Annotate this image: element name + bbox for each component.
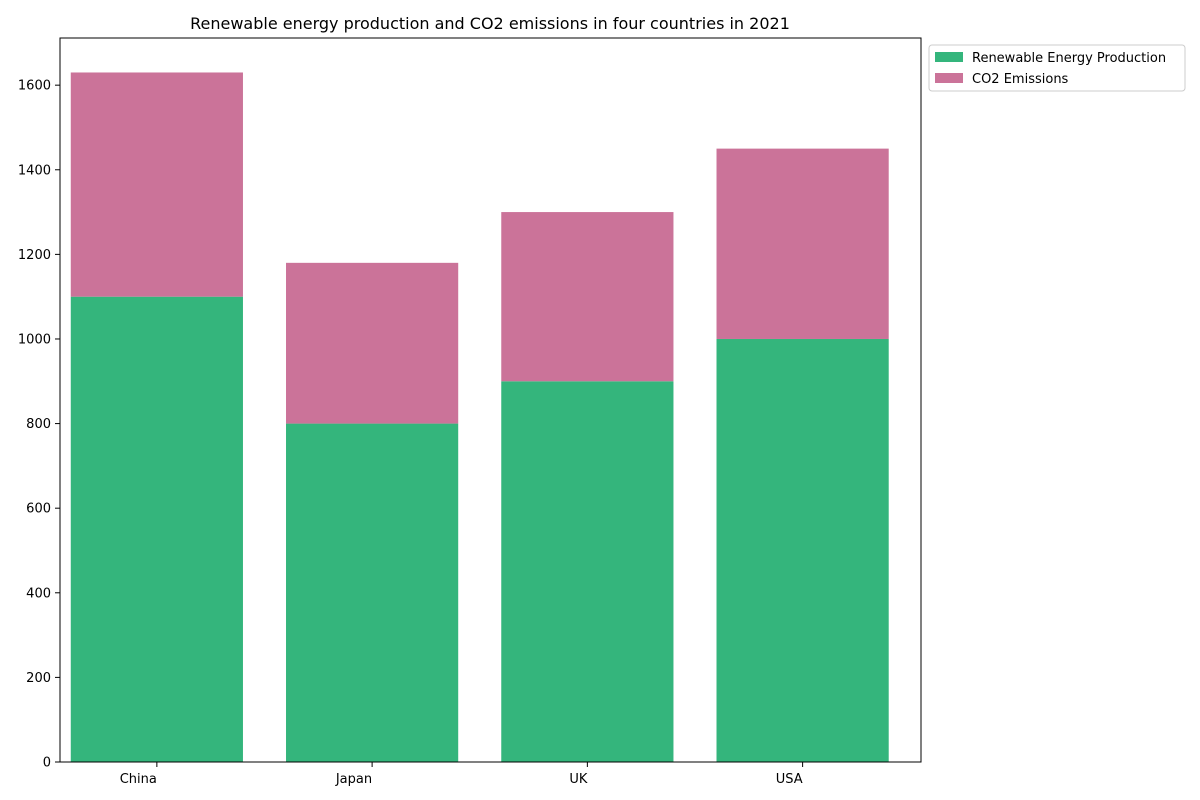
- y-tick-label: 1400: [18, 163, 51, 178]
- y-tick-label: 1200: [18, 248, 51, 263]
- legend-label: CO2 Emissions: [972, 72, 1069, 87]
- bar-renewable-energy-production-japan: [286, 423, 459, 762]
- x-tick-label: China: [120, 772, 157, 787]
- y-tick-label: 200: [26, 671, 51, 686]
- bar-co2-emissions-japan: [286, 262, 459, 424]
- y-tick-label: 400: [26, 586, 51, 601]
- y-tick-label: 0: [43, 756, 51, 771]
- legend-swatch: [935, 73, 963, 83]
- y-tick-label: 600: [26, 502, 51, 517]
- legend-label: Renewable Energy Production: [972, 51, 1166, 66]
- chart-title: Renewable energy production and CO2 emis…: [190, 14, 790, 33]
- y-tick-label: 1600: [18, 79, 51, 94]
- x-tick-label: USA: [776, 772, 803, 787]
- legend-swatch: [935, 52, 963, 62]
- legend: Renewable Energy Production CO2 Emissions: [928, 44, 1186, 92]
- bar-renewable-energy-production-china: [70, 296, 243, 762]
- bar-co2-emissions-china: [70, 72, 243, 297]
- axes-layer: 0 200 400 600 800 1000 1200 1400 1600 China Japan U…: [18, 37, 922, 787]
- y-tick-label: 800: [26, 417, 51, 432]
- legend-box: [928, 44, 1186, 92]
- bar-renewable-energy-production-uk: [501, 381, 674, 762]
- plot-frame: [59, 37, 922, 763]
- x-tick-label: UK: [569, 772, 588, 787]
- y-tick-label: 1000: [18, 332, 51, 347]
- bars-layer: [70, 72, 889, 762]
- bar-renewable-energy-production-usa: [716, 338, 889, 762]
- bar-co2-emissions-uk: [501, 212, 674, 382]
- bar-co2-emissions-usa: [716, 148, 889, 339]
- x-tick-label: Japan: [335, 772, 372, 787]
